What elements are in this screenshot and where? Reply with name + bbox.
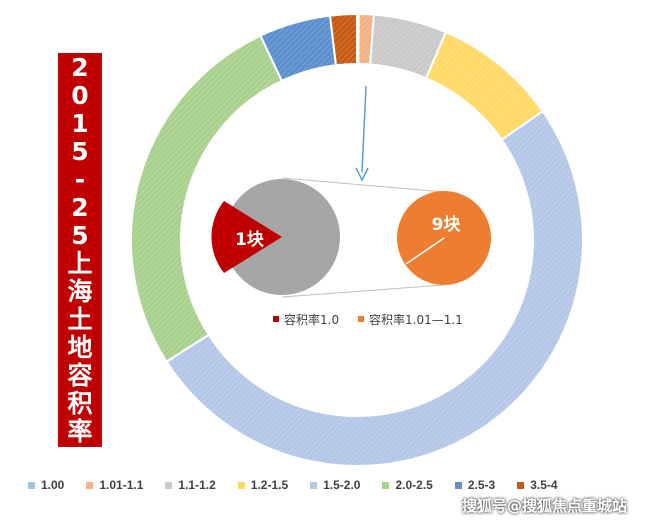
inset-label-9: 9块	[432, 215, 462, 235]
title-char: 海	[67, 277, 93, 306]
pointer-arrow-line	[361, 85, 367, 173]
legend-swatch	[28, 481, 35, 489]
inset-right-divider	[405, 237, 445, 265]
legend-label: 2.0-2.5	[395, 478, 433, 492]
legend-swatch	[237, 481, 245, 489]
legend-label: 3.5-4	[530, 478, 558, 492]
pointer-arrow-head	[355, 167, 369, 182]
inset-legend-swatch-2	[358, 316, 364, 322]
legend-item: 1.01-1.1	[86, 478, 143, 492]
donut-slice-texture	[426, 32, 543, 140]
donut-slice-texture	[131, 35, 282, 362]
title-char: 1	[71, 109, 89, 138]
legend-swatch	[382, 481, 390, 489]
donut-slice-texture	[260, 15, 336, 81]
connector-line-bottom	[281, 284, 445, 298]
legend-swatch	[454, 481, 462, 489]
donut-ring	[130, 12, 585, 467]
legend-swatch	[517, 481, 525, 489]
legend-item: 2.5-3	[454, 478, 496, 492]
title-char: 上	[67, 249, 93, 278]
title-char: 容	[67, 361, 93, 390]
legend-item: 1.5-2.0	[310, 478, 360, 492]
title-char: 5	[71, 137, 89, 166]
title-char: 2	[71, 193, 89, 222]
legend-swatch	[165, 481, 173, 489]
title-char: -	[74, 165, 86, 194]
legend-item: 3.5-4	[517, 478, 558, 492]
legend-label: 1.00	[41, 478, 65, 492]
watermark: 搜狐号@搜狐焦点重城站	[462, 497, 628, 515]
donut-slice-texture	[330, 14, 357, 66]
title-char: 2	[71, 53, 89, 82]
donut-slice-texture	[166, 111, 584, 467]
legend-swatch	[86, 481, 94, 489]
legend-item: 1.2-1.5	[237, 478, 289, 492]
donut-slice-texture	[370, 14, 446, 79]
legend-item: 1.1-1.2	[165, 478, 216, 492]
inset-red-wedge	[211, 201, 282, 273]
connector-line-top	[281, 177, 445, 193]
inset-label-1: 1块	[235, 230, 265, 250]
donut-slice-texture	[358, 14, 374, 65]
title-char: 土	[67, 305, 93, 334]
title-char: 5	[71, 221, 89, 250]
inset-legend-label-1: 容积率1.0	[284, 312, 339, 327]
title-char: 0	[71, 81, 89, 110]
legend-label: 1.5-2.0	[323, 478, 361, 492]
title-char: 地	[67, 333, 93, 362]
legend-item: 1.00	[28, 478, 64, 492]
title-char: 率	[67, 417, 93, 446]
legend-item: 2.0-2.5	[382, 478, 433, 492]
legend: 1.00 1.01-1.1 1.1-1.2 1.2-1.5 1.5-2.0 2.0-2.5…	[28, 474, 628, 496]
inset-legend-label-2: 容积率1.01—1.1	[369, 312, 463, 327]
legend-swatch	[310, 481, 318, 489]
legend-label: 2.5-3	[467, 478, 496, 492]
legend-label: 1.2-1.5	[250, 478, 289, 492]
title-char: 积	[67, 389, 93, 418]
inset-legend-swatch-1	[273, 316, 279, 322]
legend-label: 1.01-1.1	[99, 478, 144, 492]
legend-label: 1.1-1.2	[178, 478, 216, 492]
